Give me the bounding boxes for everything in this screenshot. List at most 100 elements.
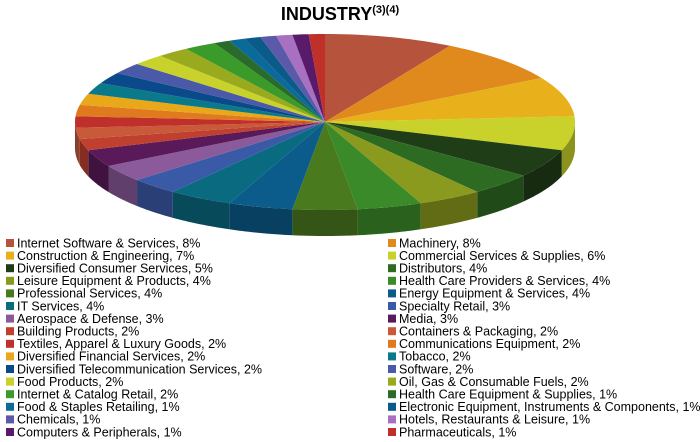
- slice: [325, 116, 575, 151]
- slice: [214, 40, 325, 122]
- slice: [325, 122, 478, 204]
- slice: [186, 43, 325, 123]
- legend-swatch: [6, 264, 14, 273]
- legend-swatch: [388, 289, 396, 298]
- legend-swatch: [388, 428, 396, 436]
- legend-swatch: [388, 402, 396, 411]
- legend-label: Food Products, 2%: [17, 375, 123, 389]
- legend-swatch: [6, 327, 14, 336]
- slice: [325, 34, 450, 122]
- legend-label: Diversified Consumer Services, 5%: [17, 261, 213, 275]
- slice: [292, 122, 358, 210]
- slice-side: [420, 191, 478, 230]
- slice-side: [75, 127, 80, 166]
- legend-label: Internet & Catalog Retail, 2%: [17, 387, 178, 401]
- legend-swatch: [388, 365, 396, 373]
- legend-label: Pharmaceuticals, 1%: [399, 425, 516, 439]
- legend-swatch: [388, 377, 396, 386]
- legend-label: Aerospace & Defense, 3%: [17, 312, 164, 326]
- legend-label: Diversified Telecommunication Services, …: [17, 362, 262, 376]
- slice: [325, 122, 562, 176]
- slice: [88, 83, 325, 122]
- legend-swatch: [388, 302, 396, 310]
- title-superscript: (3)(4): [372, 4, 399, 16]
- slice-side: [79, 139, 89, 177]
- slice-side: [357, 203, 421, 236]
- legend-swatch: [6, 352, 14, 361]
- slice: [160, 48, 325, 122]
- legend-label: Computers & Peripherals, 1%: [17, 425, 182, 439]
- slice: [229, 122, 325, 210]
- slice-side: [561, 122, 575, 177]
- legend-swatch: [6, 339, 14, 348]
- slice: [325, 122, 524, 192]
- legend-label: Oil, Gas & Consumable Fuels, 2%: [399, 375, 589, 389]
- title-main: INDUSTRY: [281, 4, 372, 24]
- slice: [325, 122, 421, 210]
- legend-swatch: [388, 415, 396, 424]
- chart-title: INDUSTRY(3)(4): [281, 4, 400, 24]
- slice-side: [229, 203, 293, 236]
- legend-swatch: [388, 264, 396, 273]
- legend-label: Construction & Engineering, 7%: [17, 249, 194, 263]
- legend-swatch: [6, 415, 14, 424]
- slice-side: [75, 122, 76, 154]
- slice-side: [172, 191, 230, 230]
- slice: [108, 122, 325, 181]
- legend-label: Specialty Retail, 3%: [399, 299, 510, 313]
- legend-label: Energy Equipment & Services, 4%: [399, 287, 590, 301]
- slice: [292, 34, 325, 122]
- slice-side: [88, 150, 109, 192]
- legend-label: Building Products, 2%: [17, 324, 139, 338]
- legend-swatch: [388, 390, 396, 399]
- slice: [244, 36, 325, 122]
- legend-swatch: [388, 352, 396, 361]
- legend-swatch: [388, 314, 396, 323]
- legend-label: Chemicals, 1%: [17, 413, 100, 427]
- slice: [79, 93, 325, 122]
- legend-swatch: [6, 402, 14, 411]
- slice: [75, 116, 325, 128]
- legend-label: IT Services, 4%: [17, 299, 104, 313]
- slice: [88, 122, 325, 166]
- slice: [75, 104, 325, 122]
- slice: [276, 34, 325, 122]
- legend-label: Electronic Equipment, Instruments & Comp…: [399, 400, 700, 414]
- legend-label: Hotels, Restaurants & Leisure, 1%: [399, 413, 590, 427]
- slice: [75, 122, 325, 140]
- legend-swatch: [6, 390, 14, 399]
- legend-label: Communications Equipment, 2%: [399, 337, 580, 351]
- legend-swatch: [388, 327, 396, 336]
- slice: [172, 122, 325, 204]
- legend-swatch: [6, 289, 14, 298]
- legend-swatch: [6, 365, 14, 373]
- legend-swatch: [388, 276, 396, 285]
- legend-label: Professional Services, 4%: [17, 287, 162, 301]
- legend-swatch: [388, 339, 396, 348]
- legend-label: Leisure Equipment & Products, 4%: [17, 274, 211, 288]
- slice: [325, 78, 575, 122]
- legend-label: Health Care Equipment & Supplies, 1%: [399, 387, 617, 401]
- legend-label: Distributors, 4%: [399, 261, 487, 275]
- slice: [137, 55, 325, 122]
- legend-label: Tobacco, 2%: [399, 350, 471, 364]
- legend-label: Commercial Services & Supplies, 6%: [399, 249, 605, 263]
- slice: [308, 34, 325, 122]
- legend-swatch: [388, 239, 396, 247]
- legend-label: Machinery, 8%: [399, 236, 481, 250]
- legend-swatch: [6, 276, 14, 285]
- slice-side: [108, 166, 138, 207]
- slice: [137, 122, 325, 192]
- slice: [260, 35, 325, 122]
- legend-swatch: [6, 377, 14, 386]
- legend-label: Media, 3%: [399, 312, 458, 326]
- slice-side: [137, 180, 173, 218]
- legend-swatch: [6, 251, 14, 260]
- slice: [100, 73, 325, 122]
- legend-label: Textiles, Apparel & Luxury Goods, 2%: [17, 337, 226, 351]
- legend-swatch: [6, 239, 14, 247]
- slice: [229, 38, 325, 122]
- legend-swatch: [388, 251, 396, 260]
- slice: [117, 63, 325, 122]
